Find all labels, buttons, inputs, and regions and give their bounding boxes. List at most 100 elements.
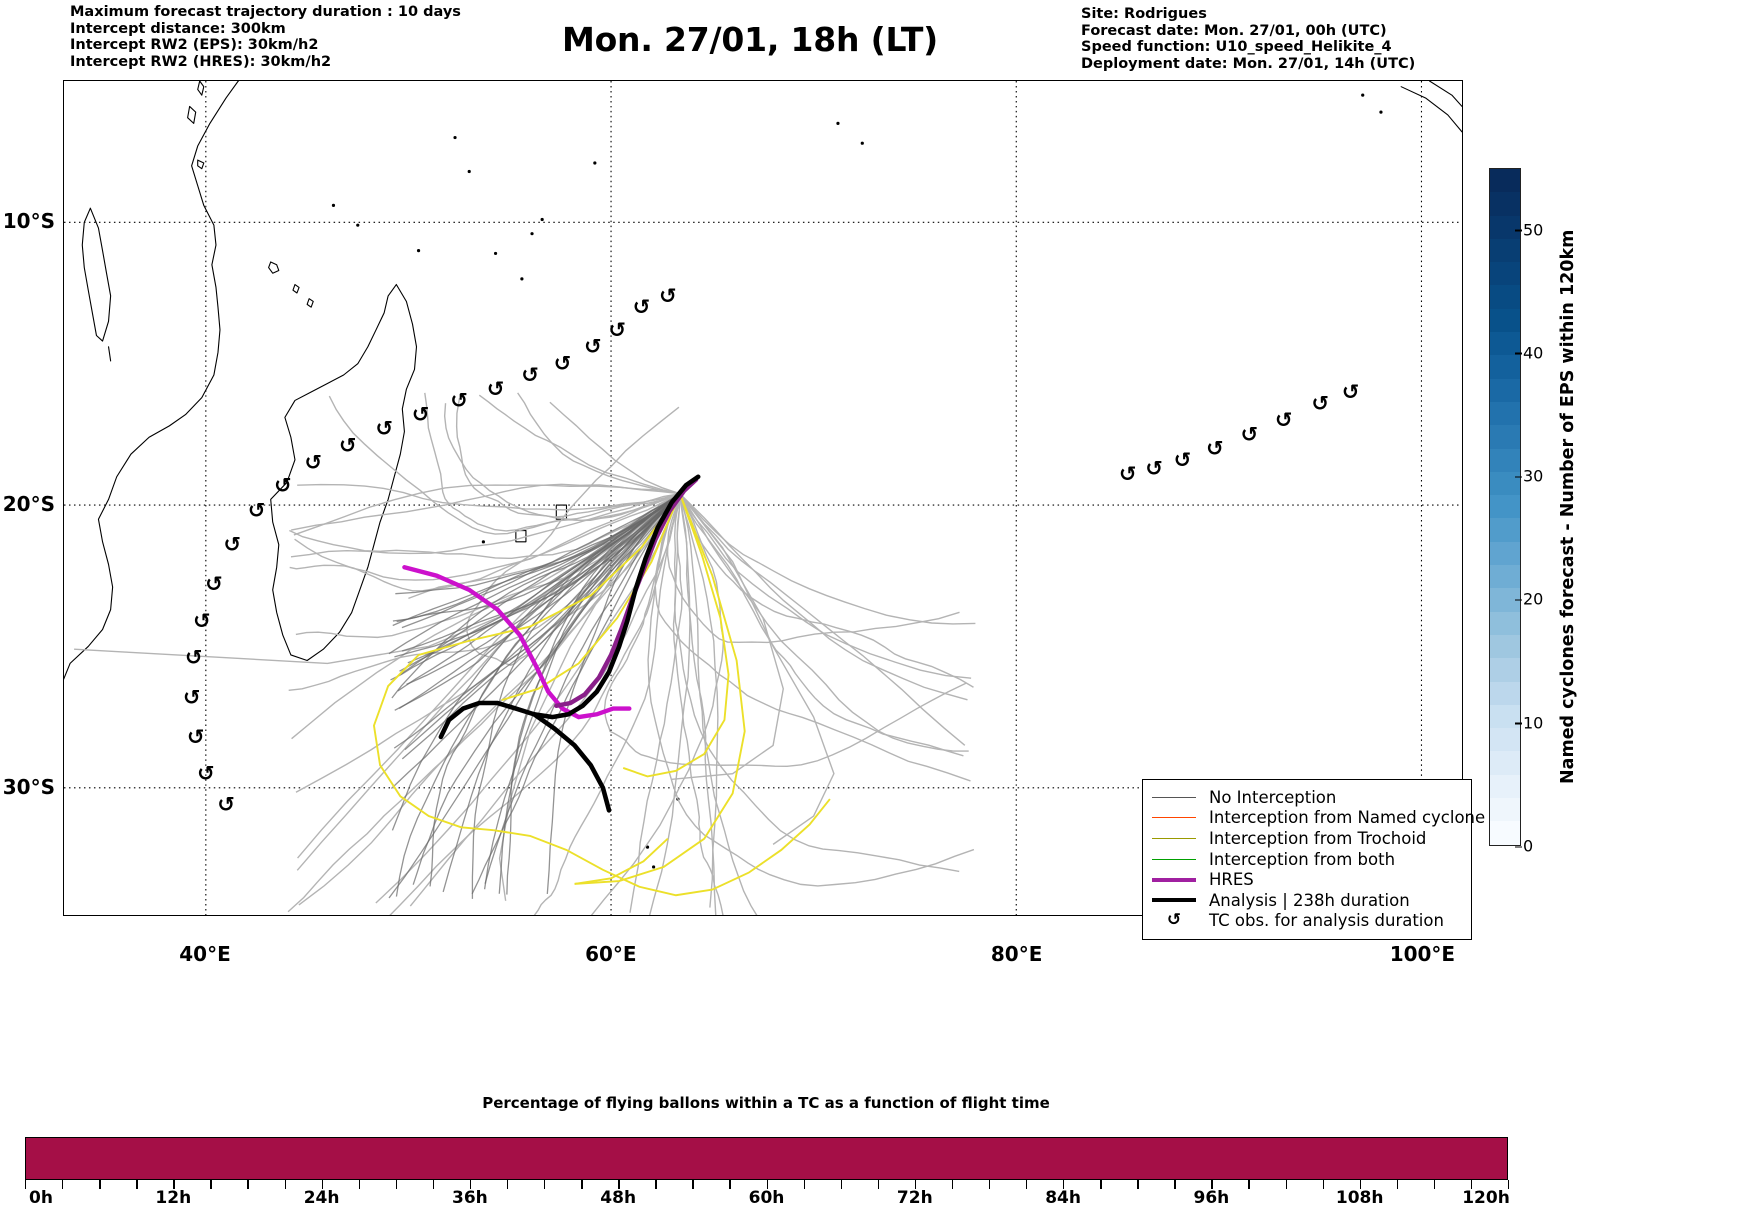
map-ytick-label: 10°S xyxy=(2,208,55,233)
trajectory-hres-secondary xyxy=(554,477,699,708)
svg-text:↺: ↺ xyxy=(205,572,223,596)
svg-text:↺: ↺ xyxy=(633,295,651,319)
percentage-bar-tick-label: 12h xyxy=(155,1188,192,1208)
legend-swatch xyxy=(1152,898,1196,903)
colorbar-segment xyxy=(1490,588,1520,612)
percentage-bar-minor-tick xyxy=(544,1180,546,1189)
svg-text:↺: ↺ xyxy=(197,762,215,786)
colorbar-segment xyxy=(1490,285,1520,309)
percentage-bar-minor-tick xyxy=(1063,1180,1065,1189)
svg-text:↺: ↺ xyxy=(183,685,201,709)
svg-text:↺: ↺ xyxy=(608,318,626,342)
colorbar-tick-label: 20 xyxy=(1514,589,1544,609)
percentage-bar-minor-tick xyxy=(1322,1180,1325,1189)
svg-text:↺: ↺ xyxy=(584,335,602,359)
page-title: Mon. 27/01, 18h (LT) xyxy=(561,20,939,59)
percentage-bar-tick-label: 0h xyxy=(29,1188,53,1208)
svg-text:↺: ↺ xyxy=(274,473,292,497)
percentage-bar-minor-tick xyxy=(284,1180,286,1189)
colorbar-segment xyxy=(1490,215,1520,239)
colorbar-segment xyxy=(1490,332,1520,356)
colorbar-segment xyxy=(1490,169,1520,193)
legend-swatch xyxy=(1152,837,1196,839)
percentage-bar-minor-tick xyxy=(136,1180,138,1189)
forecast-date-label: Forecast date: Mon. 27/01, 00h (UTC) xyxy=(1081,22,1387,39)
percentage-bar-minor-tick xyxy=(506,1180,509,1189)
colorbar-segment xyxy=(1490,262,1520,286)
percentage-bar-minor-tick xyxy=(951,1180,954,1189)
forecast-map[interactable]: ↺ ↺ ↺ ↺ ↺ ↺ ↺ ↺ ↺ ↺ ↺ ↺ ↺ ↺ ↺ ↺ ↺ ↺ ↺ ↺ ↺ ↺ ↺ ↺ ↺ ↺ ↺ ↺ ↺ ↺ xyxy=(63,80,1463,916)
legend-item-4[interactable]: HRES xyxy=(1152,869,1462,890)
svg-text:↺: ↺ xyxy=(187,725,205,749)
svg-text:↺: ↺ xyxy=(1311,391,1329,415)
trajectory-hres xyxy=(402,565,632,720)
percentage-bar-minor-tick xyxy=(1211,1180,1213,1189)
map-canvas: ↺ ↺↺↺↺↺↺↺↺↺↺↺↺↺↺↺↺↺↺↺↺↺↺ ↺ ↺ ↺↺↺↺ ↺ xyxy=(64,81,1462,915)
colorbar-segment xyxy=(1490,495,1520,519)
svg-text:↺: ↺ xyxy=(339,434,357,458)
percentage-bar xyxy=(25,1137,1508,1180)
colorbar-segment xyxy=(1490,751,1520,775)
svg-text:↺: ↺ xyxy=(487,377,505,401)
legend-item-5[interactable]: Analysis | 238h duration xyxy=(1152,890,1462,911)
map-xtick-label: 60°E xyxy=(585,942,637,966)
legend-label: Analysis | 238h duration xyxy=(1209,890,1410,910)
percentage-bar-minor-tick xyxy=(469,1180,472,1189)
svg-text:↺: ↺ xyxy=(412,403,430,427)
percentage-bar-tick-label: 84h xyxy=(1045,1188,1081,1208)
svg-text:↺: ↺ xyxy=(521,363,539,387)
colorbar-segment xyxy=(1490,798,1520,822)
svg-text:↺: ↺ xyxy=(193,609,211,633)
header-left-line-1: Maximum forecast trajectory duration : 1… xyxy=(70,4,461,20)
map-ytick-label: 30°S xyxy=(2,775,55,800)
colorbar-segment xyxy=(1490,634,1520,659)
colorbar-segment xyxy=(1490,425,1520,449)
percentage-bar-minor-tick xyxy=(432,1180,435,1189)
colorbar-tick-label: 0 xyxy=(1514,836,1534,856)
percentage-bar-minor-tick xyxy=(729,1180,731,1189)
svg-text:↺: ↺ xyxy=(185,646,203,670)
colorbar-segment xyxy=(1490,658,1520,682)
legend-item-1[interactable]: Interception from Named cyclone xyxy=(1152,808,1485,829)
percentage-bar-minor-tick xyxy=(25,1180,27,1189)
svg-text:↺: ↺ xyxy=(304,451,322,475)
colorbar-segment xyxy=(1490,518,1520,542)
header-left-line-4: Intercept RW2 (HRES): 30km/h2 xyxy=(70,53,332,70)
legend-item-2[interactable]: Interception from Trochoid xyxy=(1152,828,1462,849)
percentage-bar-minor-tick xyxy=(988,1180,991,1189)
percentage-bar-minor-tick xyxy=(692,1180,694,1189)
speed-function-label: Speed function: U10_speed_Helikite_4 xyxy=(1081,39,1392,56)
site-label: Site: Rodrigues xyxy=(1081,6,1207,22)
colorbar-label: Named cyclones forecast - Number of EPS … xyxy=(1558,229,1578,785)
percentage-bar-minor-tick xyxy=(210,1180,212,1189)
svg-text:↺: ↺ xyxy=(223,533,241,557)
legend-item-0[interactable]: No Interception xyxy=(1152,787,1462,808)
legend-swatch xyxy=(1152,817,1196,819)
colorbar-tick-label: 40 xyxy=(1514,343,1544,363)
percentage-bar-minor-tick xyxy=(1433,1180,1436,1189)
colorbar-segment xyxy=(1490,728,1520,752)
percentage-bar-minor-tick xyxy=(99,1180,101,1189)
svg-text:↺: ↺ xyxy=(248,499,266,523)
percentage-bar-tick-label: 120h xyxy=(1462,1188,1510,1208)
map-xtick-label: 80°E xyxy=(990,942,1043,966)
svg-text:↺: ↺ xyxy=(1145,456,1163,480)
percentage-bar-minor-tick xyxy=(62,1180,64,1189)
map-xtick-label: 100°E xyxy=(1389,942,1456,966)
legend-swatch xyxy=(1152,877,1196,882)
percentage-bar-fill xyxy=(26,1138,1507,1179)
legend-item-3[interactable]: Interception from both xyxy=(1152,849,1462,870)
colorbar-segment xyxy=(1490,774,1520,799)
map-legend[interactable]: No Interception Interception from Named c… xyxy=(1142,779,1485,941)
trajectory-analysis xyxy=(438,474,701,813)
svg-text:↺: ↺ xyxy=(1174,448,1192,472)
colorbar-segment xyxy=(1490,238,1520,263)
svg-text:↺: ↺ xyxy=(1206,437,1224,461)
svg-text:↺: ↺ xyxy=(659,284,677,308)
legend-item-6[interactable]: ↺ TC obs. for analysis duration xyxy=(1152,911,1462,932)
legend-label: HRES xyxy=(1209,870,1254,890)
svg-text:↺: ↺ xyxy=(375,417,393,441)
header-left-block: Maximum forecast trajectory duration : 1… xyxy=(70,4,461,70)
percentage-bar-minor-tick xyxy=(1100,1180,1102,1189)
percentage-bar-minor-tick xyxy=(358,1180,361,1189)
